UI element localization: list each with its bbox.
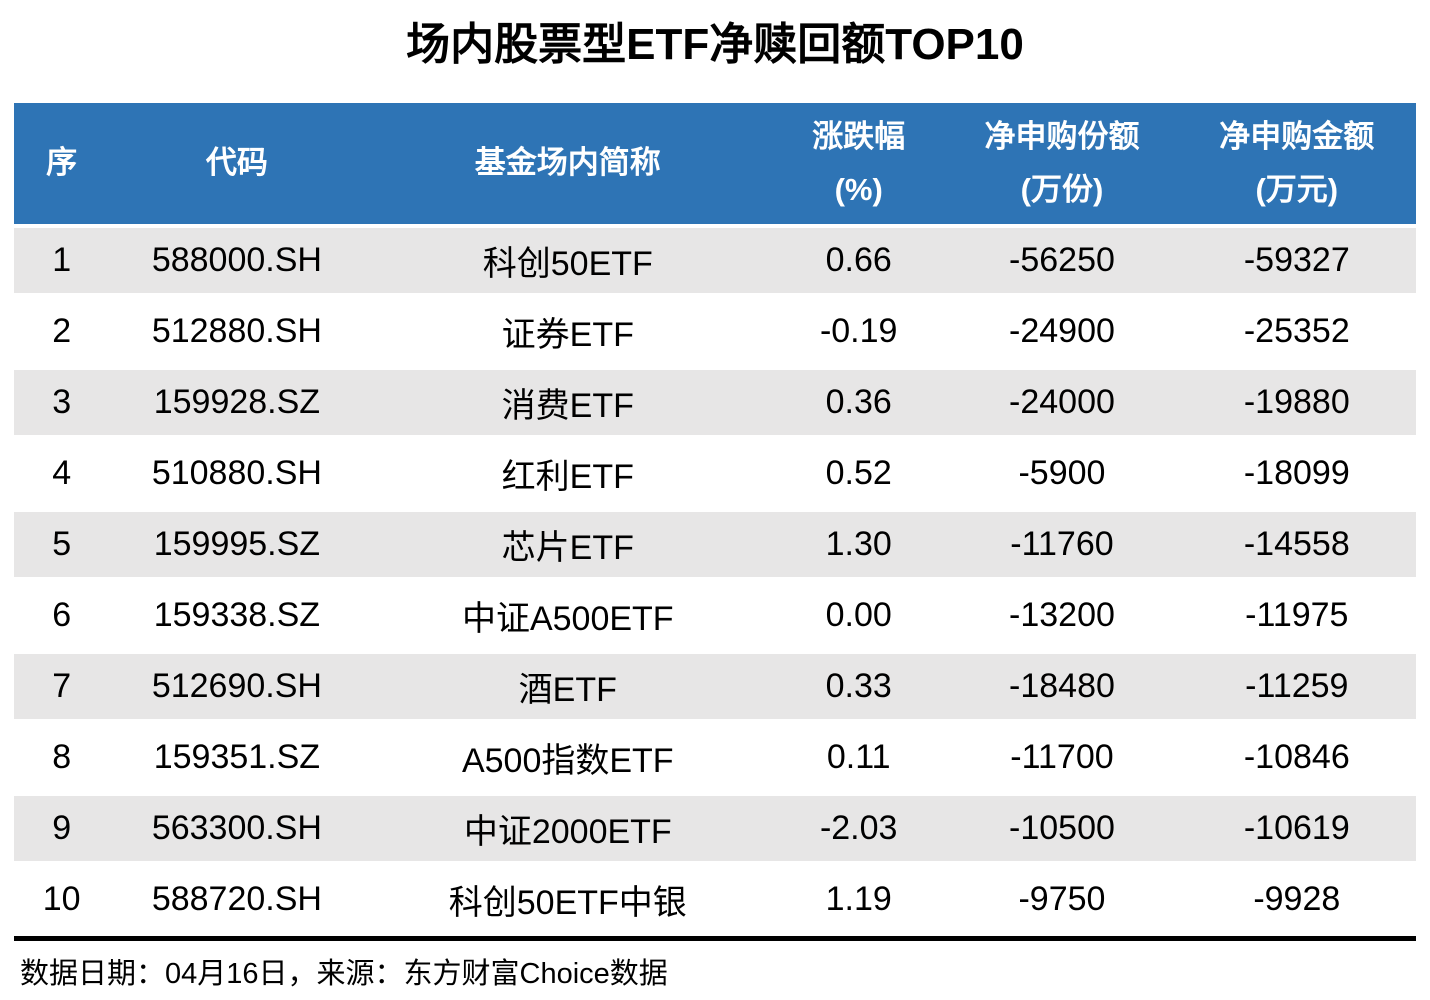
column-header-name: 基金场内简称 (474, 145, 661, 181)
table-cell: -56250 (1009, 241, 1115, 279)
column-header: 代码 (109, 103, 364, 224)
table-cell: 0.11 (826, 738, 891, 776)
table-cell: 3 (52, 383, 72, 421)
table-cell: 科创50ETF (482, 245, 653, 283)
column-header-name: 净申购份额 (984, 118, 1140, 154)
table-cell: 科创50ETF中银 (448, 884, 687, 922)
table-cell: 0.66 (825, 241, 892, 279)
table-row: 3 159928.SZ 消费ETF 0.36 -24000 -19880 (14, 370, 1416, 441)
table-row: 9 563300.SH 中证2000ETF -2.03 -10500 -10619 (14, 796, 1416, 867)
table-cell: -18099 (1243, 454, 1350, 492)
table-cell: -59327 (1243, 241, 1350, 279)
table-cell: 6 (52, 596, 72, 634)
table-cell: -10846 (1243, 738, 1350, 776)
table-cell: -9750 (1018, 880, 1106, 918)
table-cell: 红利ETF (501, 458, 634, 496)
table-cell: 0.36 (825, 383, 892, 421)
column-header: 涨跌幅 (%) (771, 103, 946, 224)
table-cell: 0.33 (825, 667, 892, 705)
table-cell: -14558 (1243, 525, 1350, 563)
column-header-name: 代码 (205, 145, 268, 181)
table-cell: 酒ETF (518, 671, 617, 709)
table-cell: 8 (52, 738, 72, 776)
table-cell: 588720.SH (151, 880, 322, 918)
table-cell: 510880.SH (151, 454, 322, 492)
table-row: 2 512880.SH 证券ETF -0.19 -24900 -25352 (14, 299, 1416, 370)
table-cell: 中证A500ETF (461, 600, 674, 638)
data-source-note: 数据日期：04月16日，来源：东方财富Choice数据 (20, 958, 668, 990)
table-cell: A500指数ETF (461, 742, 674, 780)
column-header-unit: (万份) (1020, 171, 1104, 207)
table-row: 1 588000.SH 科创50ETF 0.66 -56250 -59327 (14, 228, 1416, 299)
table-header-row: 序 代码 基金场内简称 涨跌幅 (%) 净申购份额 (万份) 净申购金额 (万元) (14, 103, 1416, 228)
table-cell: 512880.SH (151, 312, 322, 350)
table-cell: 芯片ETF (501, 529, 634, 567)
table-cell: 5 (52, 525, 72, 563)
table-row: 6 159338.SZ 中证A500ETF 0.00 -13200 -11975 (14, 583, 1416, 654)
table-cell: 563300.SH (151, 809, 322, 847)
table-cell: 1 (52, 241, 72, 279)
column-header: 序 (14, 103, 109, 224)
table-cell: 159928.SZ (153, 383, 321, 421)
table-cell: -11975 (1245, 596, 1349, 634)
table-body: 1 588000.SH 科创50ETF 0.66 -56250 -59327 2 512880… (14, 228, 1416, 938)
page-title: 场内股票型ETF净赎回额TOP10 (406, 20, 1024, 69)
table-cell: 10 (42, 880, 81, 918)
table-row: 4 510880.SH 红利ETF 0.52 -5900 -18099 (14, 441, 1416, 512)
table-row: 8 159351.SZ A500指数ETF 0.11 -11700 -10846 (14, 725, 1416, 796)
column-header: 基金场内简称 (364, 103, 771, 224)
column-header-name: 涨跌幅 (812, 118, 906, 154)
table-cell: -11259 (1245, 667, 1349, 705)
column-header-name: 序 (46, 145, 78, 181)
table-cell: 159351.SZ (153, 738, 321, 776)
table-cell: 1.19 (825, 880, 892, 918)
table-row: 7 512690.SH 酒ETF 0.33 -18480 -11259 (14, 654, 1416, 725)
table-cell: 证券ETF (501, 316, 634, 354)
column-header: 净申购份额 (万份) (946, 103, 1177, 224)
table-cell: -24900 (1009, 312, 1115, 350)
footer-divider (14, 936, 1416, 941)
table-cell: -2.03 (819, 809, 898, 847)
table-cell: -24000 (1009, 383, 1115, 421)
table-cell: -10500 (1009, 809, 1115, 847)
table-cell: 4 (52, 454, 72, 492)
column-header: 净申购金额 (万元) (1178, 103, 1416, 224)
table-cell: 588000.SH (151, 241, 322, 279)
table-cell: 0.00 (825, 596, 892, 634)
etf-table: 序 代码 基金场内简称 涨跌幅 (%) 净申购份额 (万份) 净申购金额 (万元) 1 58800… (14, 103, 1416, 938)
table-cell: -25352 (1243, 312, 1350, 350)
column-header-unit: (万元) (1255, 171, 1339, 207)
table-cell: 0.52 (825, 454, 892, 492)
table-cell: -11760 (1010, 525, 1114, 563)
table-cell: 512690.SH (151, 667, 322, 705)
table-cell: -18480 (1009, 667, 1115, 705)
table-cell: 159338.SZ (153, 596, 321, 634)
table-row: 10 588720.SH 科创50ETF中银 1.19 -9750 -9928 (14, 867, 1416, 938)
table-cell: -11700 (1010, 738, 1114, 776)
table-cell: 2 (52, 312, 72, 350)
table-cell: -13200 (1009, 596, 1115, 634)
table-cell: 中证2000ETF (463, 813, 672, 851)
table-cell: 消费ETF (501, 387, 634, 425)
table-cell: -5900 (1018, 454, 1106, 492)
table-row: 5 159995.SZ 芯片ETF 1.30 -11760 -14558 (14, 512, 1416, 583)
table-cell: 7 (52, 667, 72, 705)
table-cell: 9 (52, 809, 72, 847)
table-cell: 159995.SZ (153, 525, 321, 563)
table-cell: -10619 (1243, 809, 1350, 847)
table-cell: -9928 (1253, 880, 1341, 918)
column-header-unit: (%) (834, 171, 883, 207)
table-cell: -0.19 (819, 312, 898, 350)
table-cell: -19880 (1243, 383, 1350, 421)
table-cell: 1.30 (825, 525, 892, 563)
column-header-name: 净申购金额 (1219, 118, 1375, 154)
